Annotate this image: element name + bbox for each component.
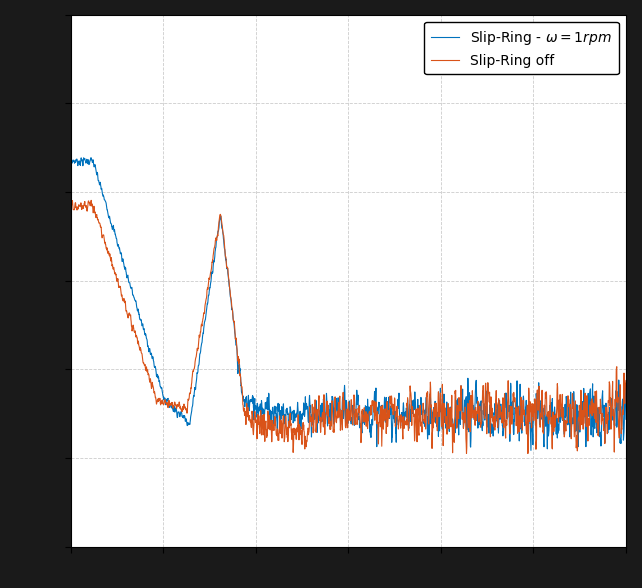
Line: Slip-Ring - $\omega = 1rpm$: Slip-Ring - $\omega = 1rpm$ bbox=[71, 158, 626, 450]
Slip-Ring - $\omega = 1rpm$ bbox=[527, 447, 535, 454]
Slip-Ring off bbox=[96, 219, 103, 226]
Slip-Ring - $\omega = 1rpm$ bbox=[505, 407, 512, 414]
Slip-Ring - $\omega = 1rpm$ bbox=[606, 420, 614, 427]
Slip-Ring - $\omega = 1rpm$ bbox=[87, 154, 95, 161]
Slip-Ring - $\omega = 1rpm$ bbox=[337, 415, 345, 422]
Slip-Ring - $\omega = 1rpm$ bbox=[96, 179, 103, 186]
Slip-Ring off bbox=[607, 394, 614, 401]
Slip-Ring off bbox=[524, 450, 532, 457]
Slip-Ring - $\omega = 1rpm$ bbox=[607, 421, 614, 428]
Slip-Ring off bbox=[606, 403, 614, 410]
Slip-Ring off bbox=[337, 417, 345, 425]
Slip-Ring off bbox=[505, 377, 512, 384]
Slip-Ring off bbox=[322, 409, 330, 416]
Slip-Ring off bbox=[622, 377, 630, 384]
Legend: Slip-Ring - $\omega = 1rpm$, Slip-Ring off: Slip-Ring - $\omega = 1rpm$, Slip-Ring o… bbox=[424, 22, 619, 75]
Slip-Ring - $\omega = 1rpm$ bbox=[622, 416, 630, 423]
Slip-Ring off bbox=[67, 202, 74, 209]
Line: Slip-Ring off: Slip-Ring off bbox=[71, 201, 626, 453]
Slip-Ring off bbox=[87, 197, 95, 204]
Slip-Ring - $\omega = 1rpm$ bbox=[322, 397, 330, 405]
Slip-Ring - $\omega = 1rpm$ bbox=[67, 154, 74, 161]
